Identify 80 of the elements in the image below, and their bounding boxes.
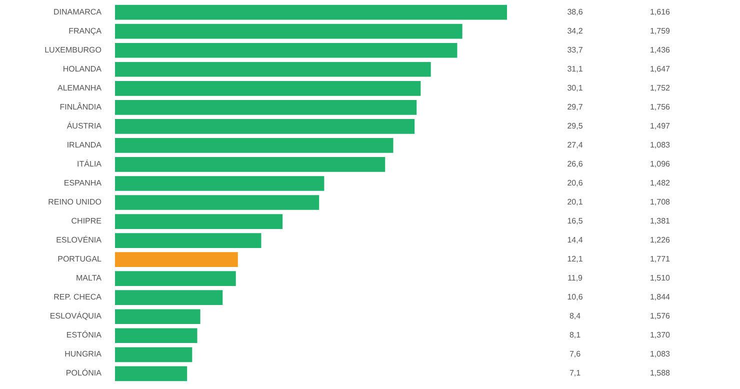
- data-label: 29,7: [567, 102, 584, 112]
- y-tick-label: ITÁLIA: [77, 159, 102, 168]
- text: 1,759: [650, 26, 671, 36]
- y-tick-label: HOLANDA: [62, 64, 102, 74]
- y-tick-label: POLÓNIA: [66, 368, 102, 378]
- bar: [115, 252, 238, 267]
- data-label: 31,1: [567, 64, 584, 74]
- bar: [115, 62, 431, 77]
- data-label: 8,1: [569, 330, 582, 340]
- bar: [115, 24, 462, 39]
- y-tick-label: ALEMANHA: [57, 83, 102, 92]
- data-label: 38,6: [567, 7, 584, 16]
- y-tick-label: PORTUGAL: [58, 254, 102, 264]
- text: 1,226: [650, 236, 671, 245]
- data-label: 33,7: [567, 45, 584, 54]
- bar: [115, 4, 507, 20]
- data-label: 30,1: [567, 83, 584, 92]
- text: 1,576: [650, 312, 671, 321]
- text: 1,708: [650, 198, 671, 207]
- y-tick-label: REP. CHECA: [54, 292, 102, 302]
- text: 1,482: [650, 178, 671, 188]
- bar: [115, 195, 320, 210]
- text: 1,497: [650, 121, 671, 130]
- text: 1,096: [650, 159, 671, 168]
- bar: [115, 80, 421, 96]
- bar: [115, 176, 324, 191]
- text: 1,436: [650, 45, 671, 54]
- data-label: 16,5: [567, 216, 584, 226]
- text: 1,771: [650, 254, 671, 264]
- bar: [115, 157, 386, 172]
- bar: [115, 233, 262, 248]
- text: 1,381: [650, 216, 671, 226]
- bar: [115, 42, 458, 58]
- bar: [115, 271, 236, 286]
- data-label: 7,1: [569, 368, 582, 378]
- y-tick-label: CHIPRE: [71, 216, 102, 226]
- data-label: 12,1: [567, 254, 584, 264]
- text: 1,370: [650, 330, 671, 340]
- y-tick-label: FINLÂNDIA: [60, 102, 102, 112]
- y-tick-label: IRLANDA: [66, 140, 102, 150]
- bar: [115, 214, 283, 229]
- y-tick-label: DINAMARCA: [53, 7, 102, 16]
- data-label: 14,4: [567, 236, 584, 245]
- text: 1,844: [650, 292, 671, 302]
- data-label: 26,6: [567, 159, 584, 168]
- y-tick-label: ESLOVÉNIA: [56, 236, 102, 245]
- data-label: 7,6: [569, 350, 582, 359]
- text: 1,616: [650, 7, 671, 16]
- text: 1,752: [650, 83, 671, 92]
- text: 1,588: [650, 368, 671, 378]
- y-tick-label: REINO UNIDO: [48, 198, 102, 207]
- data-label: 29,5: [567, 121, 584, 130]
- y-tick-label: ESTÓNIA: [66, 330, 102, 340]
- y-tick-label: FRANÇA: [68, 26, 102, 36]
- bar: [115, 290, 223, 306]
- data-label: 10,6: [567, 292, 584, 302]
- y-tick-label: MALTA: [76, 274, 102, 283]
- y-tick-label: LUXEMBURGO: [44, 45, 102, 54]
- text: 1,083: [650, 350, 671, 359]
- bar: [115, 347, 192, 362]
- text: 1,510: [650, 274, 671, 283]
- data-label: 11,9: [568, 274, 584, 283]
- data-label: 20,1: [567, 198, 584, 207]
- bar: [115, 366, 188, 382]
- y-tick-label: ESLOVÁQUIA: [50, 312, 102, 321]
- y-tick-label: ESPANHA: [64, 178, 102, 188]
- data-label: 27,4: [567, 140, 584, 150]
- bar: [115, 119, 415, 134]
- bar: [115, 138, 394, 153]
- text: 1,647: [650, 64, 671, 74]
- bar: [115, 309, 200, 324]
- y-tick-label: HUNGRIA: [64, 350, 102, 359]
- text: 1,756: [650, 102, 671, 112]
- data-label: 34,2: [567, 26, 584, 36]
- y-tick-label: ÁUSTRIA: [66, 121, 102, 130]
- bar: [115, 100, 417, 115]
- data-label: 8,4: [569, 312, 582, 321]
- bar: [115, 328, 198, 344]
- text: 1,083: [650, 140, 671, 150]
- data-label: 20,6: [567, 178, 584, 188]
